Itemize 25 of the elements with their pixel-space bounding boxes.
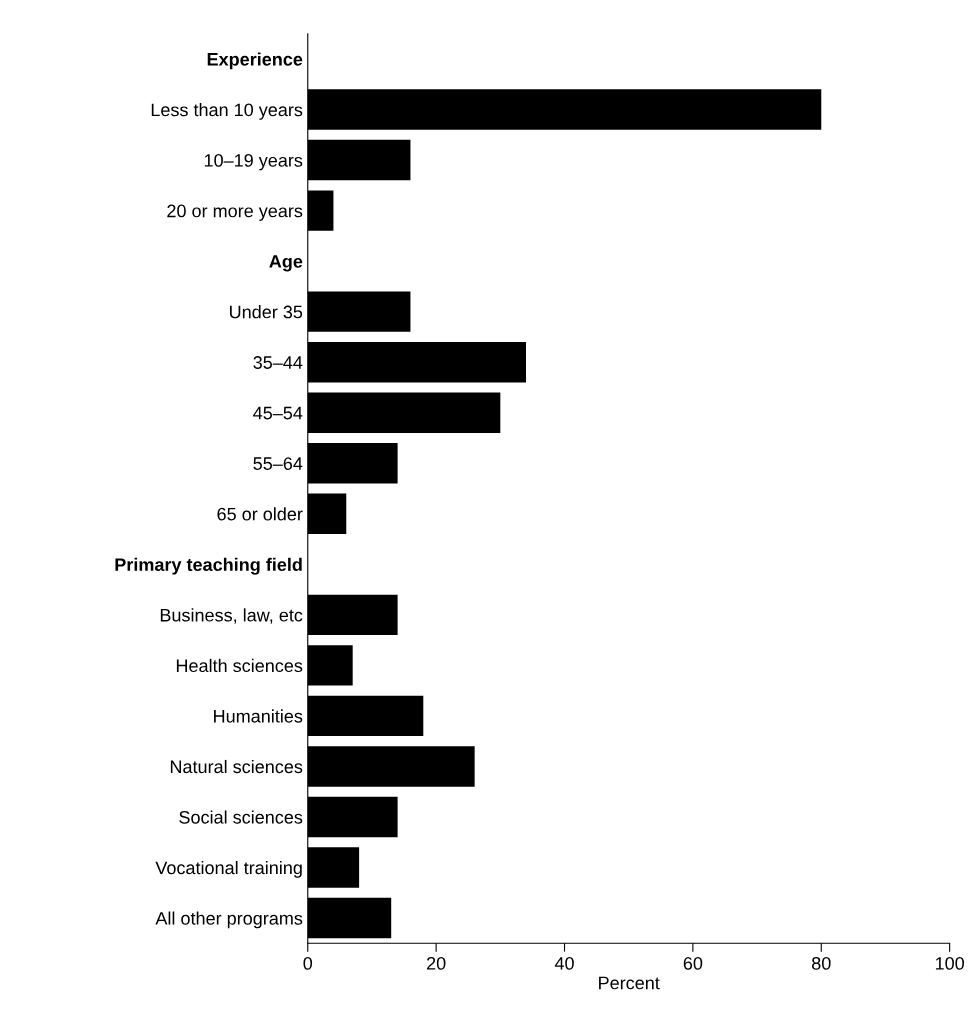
y-tick-label: All other programs <box>155 911 303 929</box>
x-tick-label: 60 <box>683 956 703 970</box>
y-tick-label: Health sciences <box>176 658 303 673</box>
x-axis-title: Percent <box>599 976 660 990</box>
x-tick-label: 20 <box>427 956 446 970</box>
x-tick-label: 80 <box>812 956 831 970</box>
y-tick-label: 45–54 <box>253 406 303 420</box>
y-tick-label: Business, law, etc <box>160 608 303 624</box>
y-tick-label: Under 35 <box>230 305 303 319</box>
y-tick-label: Age <box>269 255 303 272</box>
y-tick-label: 55–64 <box>253 457 303 470</box>
x-tick-label: 0 <box>303 956 313 970</box>
y-tick-label: Natural sciences <box>170 759 303 774</box>
y-tick-label: 20 or more years <box>167 204 303 221</box>
x-tick-label: 100 <box>935 956 964 970</box>
y-tick-label: Experience <box>207 52 303 70</box>
y-tick-label: 35–44 <box>253 356 303 369</box>
y-tick-label: Vocational training <box>155 860 302 878</box>
y-tick-label: Social sciences <box>179 810 303 824</box>
y-tick-label: 10–19 years <box>204 153 303 171</box>
y-tick-label: Primary teaching field <box>115 557 302 575</box>
y-tick-label: Less than 10 years <box>151 102 303 120</box>
y-tick-label: 65 or older <box>217 507 303 521</box>
y-tick-label: Humanities <box>214 709 303 723</box>
x-tick-label: 40 <box>554 956 574 970</box>
